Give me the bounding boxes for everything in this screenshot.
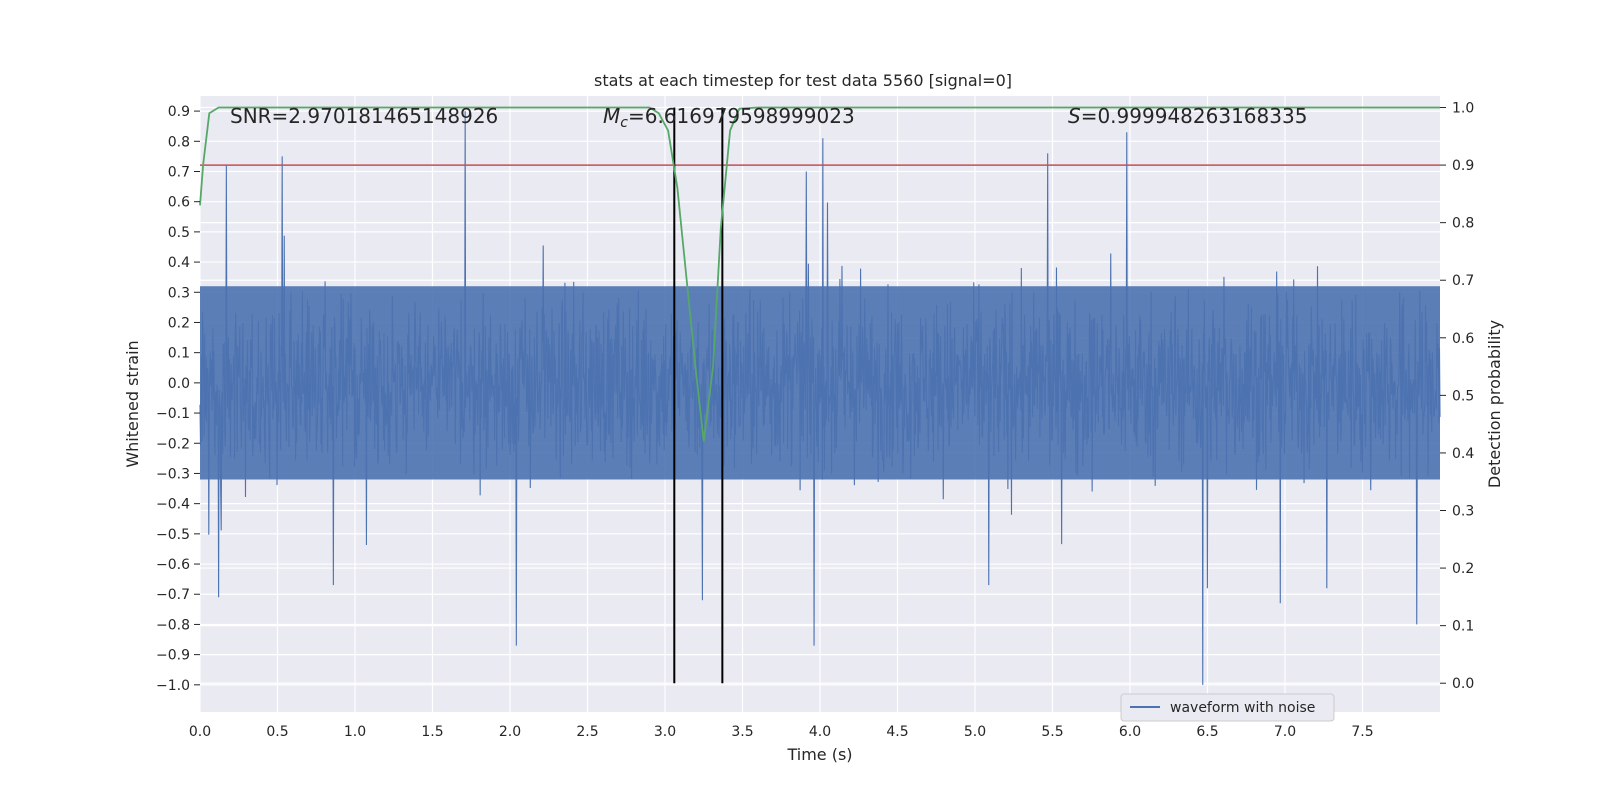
y-right-tick-label: 1.0 (1452, 101, 1474, 117)
y-left-tick-label: 0.8 (168, 134, 190, 150)
y-left-tick-label: −0.9 (156, 648, 190, 664)
overlay-lines (199, 106, 1440, 684)
x-tick-label: 4.5 (886, 724, 908, 740)
x-tick-label: 2.0 (499, 724, 521, 740)
x-tick-label: 7.0 (1274, 724, 1296, 740)
y-right-tick-label: 0.0 (1452, 676, 1474, 692)
x-tick-label: 1.5 (421, 724, 443, 740)
snr-annotation: SNR=2.970181465148926 (230, 104, 498, 128)
x-tick-label: 6.0 (1119, 724, 1141, 740)
y-left-tick-label: −0.1 (156, 406, 190, 422)
legend-box (1120, 693, 1335, 722)
x-tick-label: 5.0 (964, 724, 986, 740)
y-right-tick-label: 0.1 (1452, 619, 1474, 635)
y-left-tick-label: 0.2 (168, 315, 190, 331)
chirp-mass-subscript: c (620, 115, 628, 131)
x-tick-label: 2.5 (576, 724, 598, 740)
x-tick-label: 7.5 (1351, 724, 1373, 740)
x-tick-label: 0.5 (266, 724, 288, 740)
significance-value: =0.999948263168335 (1081, 104, 1308, 128)
y-left-tick-label: −0.7 (156, 587, 190, 603)
waveform-series (199, 111, 1441, 685)
y-left-tick-label: −0.8 (156, 617, 190, 633)
y-left-tick-label: 0.6 (168, 195, 190, 211)
y-left-tick-label: −0.3 (156, 466, 190, 482)
y-left-tick-label: −0.6 (156, 557, 190, 573)
y-left-axis-label: Whitened strain (123, 340, 142, 467)
x-tick-label: 1.0 (344, 724, 366, 740)
x-tick-label: 5.5 (1041, 724, 1063, 740)
y-left-tick-label: −0.5 (156, 527, 190, 543)
y-right-tick-label: 0.2 (1452, 561, 1474, 577)
y-right-axis-label: Detection probability (1485, 320, 1504, 488)
y-left-tick-label: 0.7 (168, 164, 190, 180)
probability-line (199, 106, 1440, 442)
legend: waveform with noise (1120, 693, 1335, 722)
y-left-tick-label: −0.2 (156, 436, 190, 452)
y-right-tick-label: 0.8 (1452, 216, 1474, 232)
y-left-tick-label: 0.3 (168, 285, 190, 301)
x-tick-label: 3.0 (654, 724, 676, 740)
chirp-mass-value: =6.616979598999023 (628, 104, 855, 128)
y-left-axis-ticks: 0.9 0.8 0.7 0.6 0.5 0.4 0.3 0.2 0.1 0.0 −0.1 −0.2 −0… (156, 104, 200, 694)
y-right-tick-label: 0.5 (1452, 388, 1474, 404)
y-left-tick-label: 0.5 (168, 225, 190, 241)
y-left-tick-label: 0.9 (168, 104, 190, 120)
y-right-axis-ticks: 1.0 0.9 0.8 0.7 0.6 0.5 0.4 0.3 0.2 0.1 0.0 (1440, 101, 1474, 692)
y-right-tick-label: 0.3 (1452, 504, 1474, 520)
y-left-tick-label: 0.1 (168, 346, 190, 362)
x-tick-label: 4.0 (809, 724, 831, 740)
y-right-tick-label: 0.9 (1452, 158, 1474, 174)
y-left-tick-label: 0.0 (168, 376, 190, 392)
waveform-core-band (200, 286, 1440, 480)
significance-annotation: S=0.999948263168335 (1068, 104, 1307, 128)
y-left-tick-label: 0.4 (168, 255, 190, 271)
y-right-tick-label: 0.7 (1452, 273, 1474, 289)
y-left-tick-label: −0.4 (156, 497, 190, 513)
chirp-mass-annotation: Mc=6.616979598999023 (603, 104, 855, 131)
x-tick-label: 0.0 (189, 724, 211, 740)
x-tick-label: 6.5 (1196, 724, 1218, 740)
significance-symbol: S (1068, 104, 1081, 128)
chirp-mass-symbol: M (603, 104, 620, 128)
y-right-tick-label: 0.6 (1452, 331, 1474, 347)
y-left-tick-label: −1.0 (156, 678, 190, 694)
y-right-tick-label: 0.4 (1452, 446, 1474, 462)
x-axis-ticks: 0.0 0.5 1.0 1.5 2.0 2.5 3.0 3.5 4.0 4.5 5.0 5.5 6.0 6… (189, 724, 1374, 740)
x-tick-label: 3.5 (731, 724, 753, 740)
x-axis-label: Time (s) (786, 745, 852, 764)
chart-title: stats at each timestep for test data 556… (594, 71, 1012, 90)
plot-area (199, 96, 1441, 712)
legend-label: waveform with noise (1170, 700, 1315, 716)
